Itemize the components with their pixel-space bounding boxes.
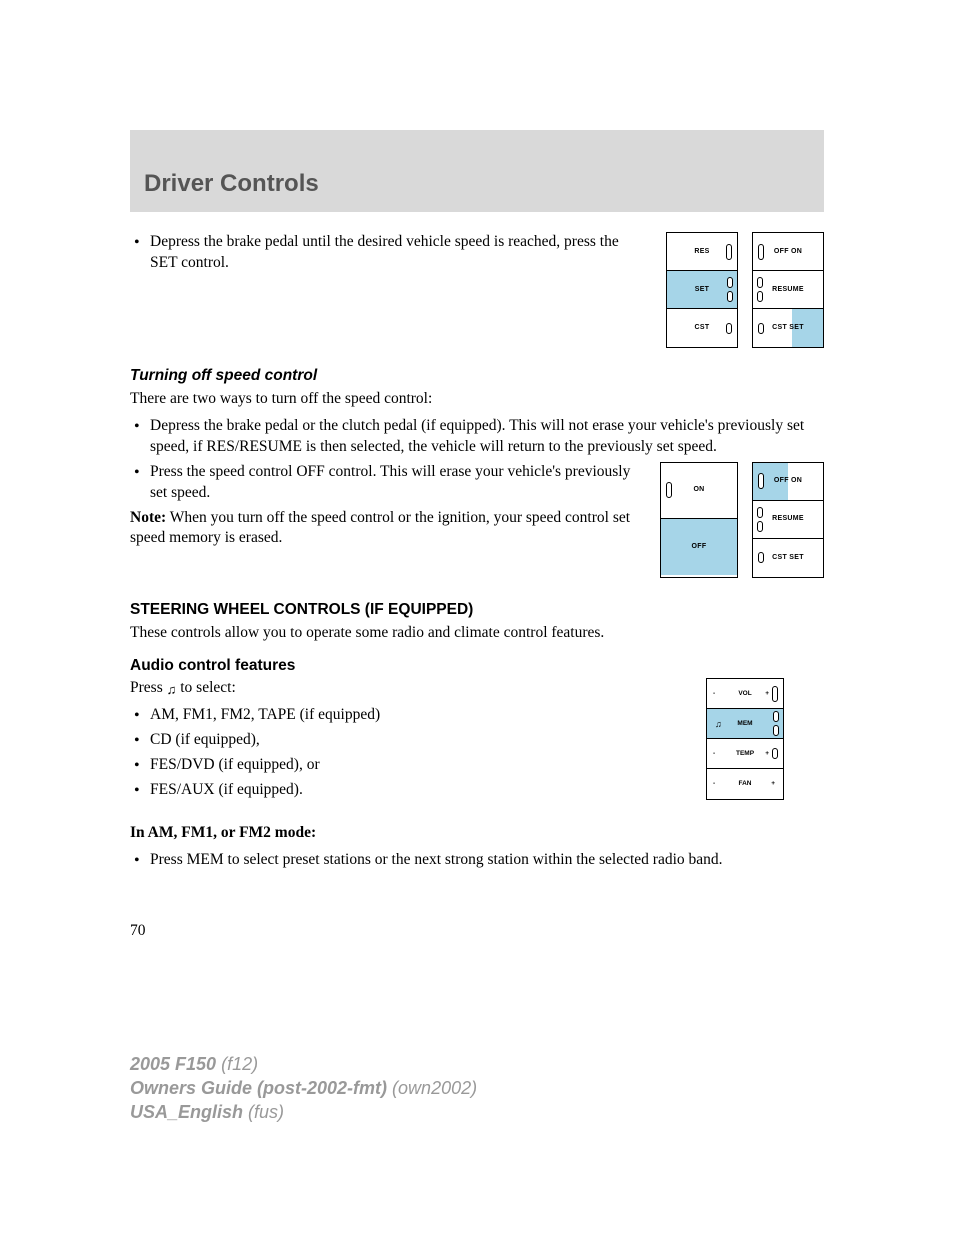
audio-cell-vol: - VOL + [707,679,783,709]
footer-line-2: Owners Guide (post-2002-fmt) (own2002) [130,1076,824,1100]
bullet-list: Depress the brake pedal until the desire… [130,232,646,274]
music-note-icon: ♫ [167,681,177,699]
mode-line: In AM, FM1, or FM2 mode: [130,823,824,844]
switch-icon [758,473,764,489]
bullet-item: AM, FM1, FM2, TAPE (if equipped) [130,705,686,726]
bullet-item: Press the speed control OFF control. Thi… [130,462,640,504]
bullet-list: AM, FM1, FM2, TAPE (if equipped) CD (if … [130,705,686,801]
bullet-list: Depress the brake pedal or the clutch pe… [130,416,824,458]
bullet-item: FES/AUX (if equipped). [130,780,686,801]
bullet-list: Press MEM to select preset stations or t… [130,850,824,871]
section-speed-set: Depress the brake pedal until the desire… [130,232,824,348]
control-cell-offon: OFF ON [753,463,823,501]
bullet-item: Depress the brake pedal until the desire… [130,232,646,274]
subheading-turnoff: Turning off speed control [130,366,824,387]
switch-pair-icon [773,711,779,736]
bullet-item: CD (if equipped), [130,730,686,751]
control-cell-resume: RESUME [753,271,823,309]
content-area: Depress the brake pedal until the desire… [130,232,824,1125]
control-stack-right: OFF ON RESUME CST SET [752,462,824,578]
bullet-item: Depress the brake pedal or the clutch pe… [130,416,824,458]
diagram-speed-off: ON OFF OFF ON [660,462,824,578]
switch-pair-icon [727,277,733,302]
switch-icon [772,686,778,702]
switch-icon [726,323,732,334]
switch-icon [726,244,732,260]
switch-icon [758,323,764,334]
switch-pair-icon [757,277,763,302]
press-line: Press ♫ to select: [130,678,686,699]
note-body: When you turn off the speed control or t… [130,509,630,547]
switch-icon [758,244,764,260]
section-heading-steering: STEERING WHEEL CONTROLS (IF EQUIPPED) [130,600,824,621]
section-speed-off: Press the speed control OFF control. Thi… [130,462,824,578]
control-stack-left: RES SET CST [666,232,738,348]
control-cell-on: ON [661,463,737,519]
diagram-audio: - VOL + ♫ MEM - TEMP + [706,678,784,800]
switch-icon [666,482,672,498]
audio-cell-temp: - TEMP + [707,739,783,769]
music-note-icon: ♫ [715,718,722,730]
control-cell-off: OFF [661,519,737,575]
note-paragraph: Note: When you turn off the speed contro… [130,508,640,550]
control-cell-cst: CST [667,309,737,347]
bullet-item: Press MEM to select preset stations or t… [130,850,824,871]
paragraph: There are two ways to turn off the speed… [130,389,824,410]
footer-line-1: 2005 F150 (f12) [130,1052,824,1076]
subheading-audio: Audio control features [130,656,824,677]
section-audio: Press ♫ to select: AM, FM1, FM2, TAPE (i… [130,678,824,805]
switch-icon [758,552,764,563]
control-cell-res: RES [667,233,737,271]
paragraph: These controls allow you to operate some… [130,623,824,644]
control-cell-offon: OFF ON [753,233,823,271]
chapter-title-bar: Driver Controls [130,130,824,212]
diagram-speed-set: RES SET CST [666,232,824,348]
switch-pair-icon [757,507,763,532]
chapter-title: Driver Controls [144,170,810,198]
bullet-item: FES/DVD (if equipped), or [130,755,686,776]
control-cell-set: SET [667,271,737,309]
control-cell-cstset: CST SET [753,539,823,577]
note-label: Note: [130,509,166,526]
footer-metadata: 2005 F150 (f12) Owners Guide (post-2002-… [130,1052,824,1125]
audio-control-stack: - VOL + ♫ MEM - TEMP + [706,678,784,800]
footer-line-3: USA_English (fus) [130,1100,824,1124]
switch-icon [772,748,778,759]
control-stack-left: ON OFF [660,462,738,578]
page-number: 70 [130,921,824,942]
audio-cell-mem: ♫ MEM [707,709,783,739]
audio-cell-fan: - FAN + [707,769,783,799]
control-stack-right: OFF ON RESUME CST SET [752,232,824,348]
control-cell-cstset: CST SET [753,309,823,347]
control-cell-resume: RESUME [753,501,823,539]
bullet-list: Press the speed control OFF control. Thi… [130,462,640,504]
